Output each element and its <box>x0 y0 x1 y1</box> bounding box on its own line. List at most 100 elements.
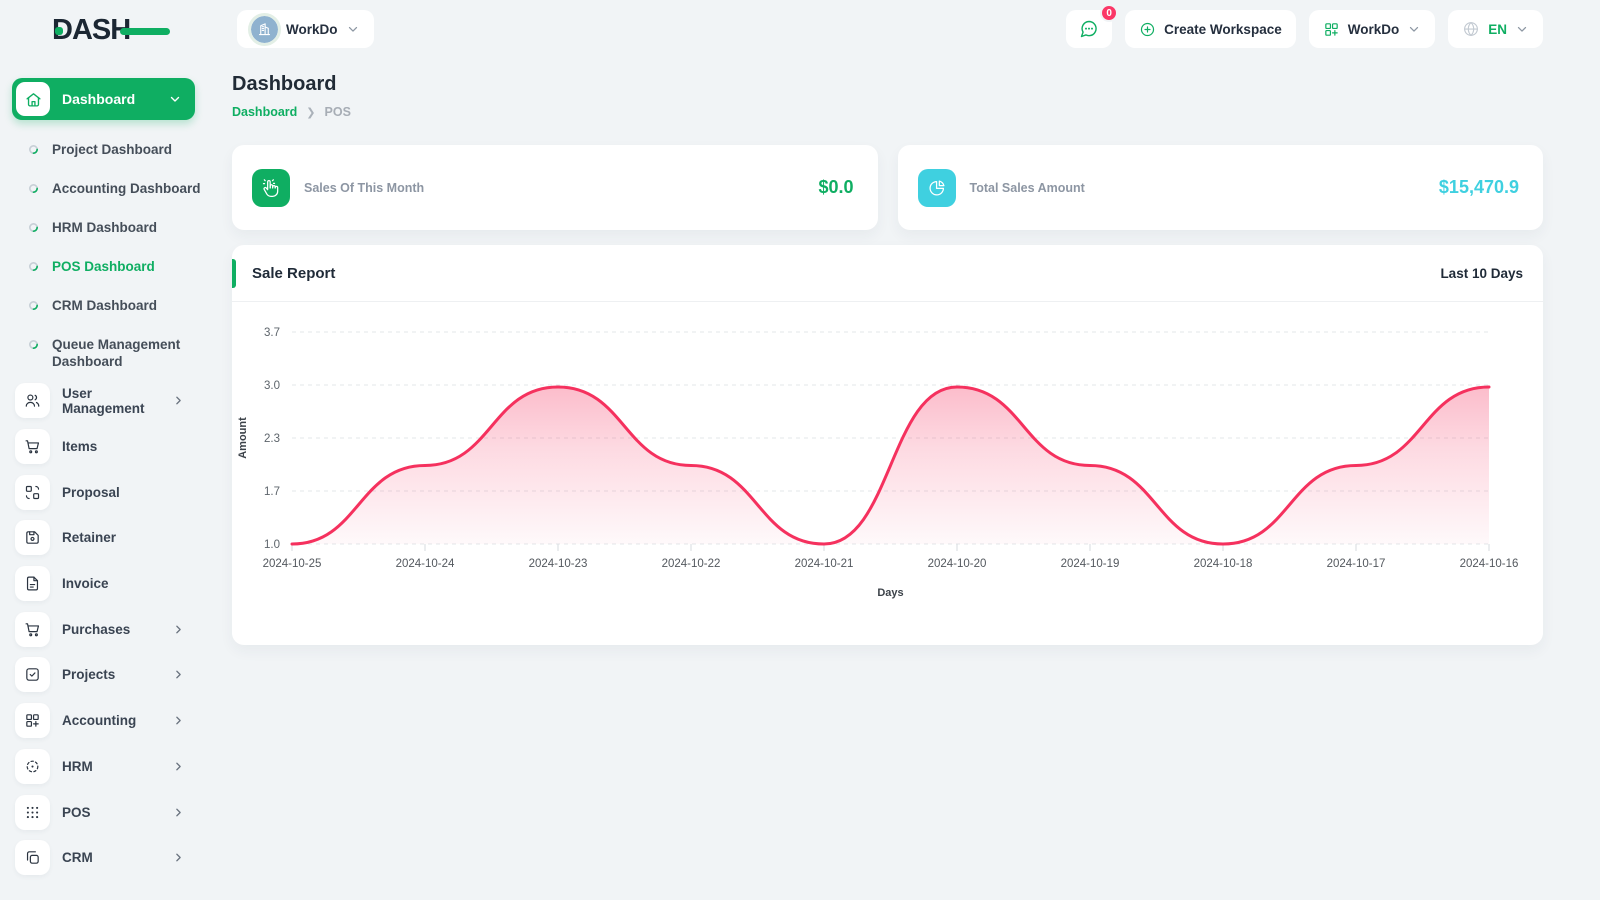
chevron-right-icon <box>176 625 181 634</box>
svg-text:3.7: 3.7 <box>264 327 280 339</box>
sidebar-item-hrm[interactable]: HRM <box>0 744 218 790</box>
sale-report-card: Sale Report Last 10 Days 1.0 1.7 2.3 3.0 3.7… <box>232 245 1543 645</box>
sidebar-subitem-pos-dashboard[interactable]: POS Dashboard <box>0 247 218 286</box>
sidebar-subitem-project-dashboard[interactable]: Project Dashboard <box>0 130 218 169</box>
topbar-actions: 0 Create Workspace WorkDo EN <box>1066 4 1543 48</box>
subitem-label: HRM Dashboard <box>52 220 158 235</box>
svg-text:1.7: 1.7 <box>264 486 280 498</box>
sidebar-subitem-crm-dashboard[interactable]: CRM Dashboard <box>0 286 218 325</box>
menu-item-label: CRM <box>62 850 93 866</box>
svg-text:2024-10-18: 2024-10-18 <box>1194 558 1253 570</box>
sidebar-item-dashboard-active[interactable]: Dashboard <box>12 78 195 120</box>
logo-green-dot <box>55 27 63 35</box>
menu-item-label: Invoice <box>62 576 109 592</box>
sale-report-range: Last 10 Days <box>1440 265 1523 281</box>
chat-icon <box>1080 20 1097 38</box>
bullet-icon <box>29 184 38 193</box>
app-switcher-label: WorkDo <box>1347 21 1400 37</box>
breadcrumb-dashboard-link[interactable]: Dashboard <box>232 105 298 119</box>
svg-text:1.0: 1.0 <box>264 539 280 551</box>
stats-row: Sales Of This Month $0.0 Total Sales Amo… <box>232 145 1543 230</box>
transform-icon <box>15 474 50 510</box>
menu-item-label: Proposal <box>62 484 120 500</box>
breadcrumb: Dashboard ❯ POS <box>232 105 1543 119</box>
sidebar-item-invoice[interactable]: Invoice <box>0 561 218 607</box>
svg-text:2024-10-21: 2024-10-21 <box>795 558 854 570</box>
bullet-icon <box>29 262 38 271</box>
sidebar-item-pos[interactable]: POS <box>0 789 218 835</box>
sidebar-menu: User Management Items Proposal Retainer Invo… <box>0 378 218 881</box>
svg-text:2024-10-16: 2024-10-16 <box>1460 558 1519 570</box>
sidebar-item-projects[interactable]: Projects <box>0 652 218 698</box>
sidebar-item-proposal[interactable]: Proposal <box>0 469 218 515</box>
file-icon <box>15 566 50 602</box>
sidebar-item-user-management[interactable]: User Management <box>0 378 218 424</box>
users-icon <box>15 383 50 419</box>
app-switcher-button[interactable]: WorkDo <box>1308 10 1436 48</box>
workspace-selector[interactable]: WorkDo <box>237 10 374 48</box>
chevron-down-icon <box>1410 26 1419 32</box>
menu-item-label: Purchases <box>62 621 131 637</box>
cart-icon <box>15 429 50 465</box>
svg-text:Days: Days <box>877 587 903 599</box>
sidebar-item-items[interactable]: Items <box>0 424 218 470</box>
breadcrumb-current: POS <box>324 105 351 119</box>
sidebar-item-crm[interactable]: CRM <box>0 835 218 881</box>
plus-circle-icon <box>1141 22 1155 36</box>
svg-text:2024-10-17: 2024-10-17 <box>1327 558 1386 570</box>
messages-button[interactable]: 0 <box>1066 4 1119 48</box>
logo-green-dash <box>120 28 170 35</box>
breadcrumb-separator: ❯ <box>306 106 316 119</box>
app-logo[interactable]: DASH <box>52 14 170 48</box>
language-label: EN <box>1488 21 1507 37</box>
language-selector[interactable]: EN <box>1448 10 1543 48</box>
create-workspace-button[interactable]: Create Workspace <box>1125 10 1296 48</box>
menu-item-label: HRM <box>62 758 93 774</box>
sidebar-item-retainer[interactable]: Retainer <box>0 515 218 561</box>
svg-text:Amount: Amount <box>237 417 249 459</box>
sale-report-header: Sale Report Last 10 Days <box>232 245 1543 302</box>
sidebar-item-purchases[interactable]: Purchases <box>0 606 218 652</box>
stat-card-total-sales-amount: Total Sales Amount $15,470.9 <box>897 145 1543 230</box>
sale-report-chart: 1.0 1.7 2.3 3.0 3.7 2024-10-25 2024-10-24 2024-… <box>232 315 1543 615</box>
chevron-right-icon <box>176 808 181 816</box>
menu-item-label: User Management <box>62 385 145 416</box>
dots-grid-icon <box>15 794 50 830</box>
stat-value: $15,470.9 <box>1438 177 1519 197</box>
chevron-right-icon <box>176 762 181 771</box>
active-item-label: Dashboard <box>62 91 136 107</box>
topbar: DASH WorkDo 0 Create Workspace WorkDo EN <box>0 0 1600 58</box>
sidebar-item-accounting[interactable]: Accounting <box>0 698 218 744</box>
home-icon <box>25 92 41 107</box>
messages-badge: 0 <box>1100 4 1119 22</box>
menu-item-label: Projects <box>62 667 116 683</box>
create-workspace-label: Create Workspace <box>1164 21 1282 37</box>
grid-plus-icon <box>15 703 50 739</box>
copy-icon <box>15 840 50 876</box>
subitem-label: Accounting Dashboard <box>52 181 201 196</box>
svg-text:2.3: 2.3 <box>264 433 280 445</box>
chevron-right-icon <box>176 671 181 679</box>
stat-label: Total Sales Amount <box>969 180 1085 195</box>
chevron-right-icon <box>176 716 181 725</box>
target-dots-icon <box>15 748 50 784</box>
sidebar-subitem-accounting-dashboard[interactable]: Accounting Dashboard <box>0 169 218 208</box>
svg-text:3.0: 3.0 <box>264 380 280 392</box>
bullet-icon <box>29 223 38 232</box>
logo-text: DASH <box>52 14 131 46</box>
chevron-right-icon <box>176 396 181 405</box>
page-title: Dashboard <box>232 73 337 95</box>
stat-label: Sales Of This Month <box>304 180 425 195</box>
bullet-icon <box>29 145 38 154</box>
check-square-icon <box>15 657 50 693</box>
floppy-icon <box>15 520 50 556</box>
header-accent-bar <box>232 259 236 288</box>
sidebar-subitem-queue-management-dashboard[interactable]: Queue Management Dashboard <box>0 325 218 381</box>
subitem-label: Project Dashboard <box>52 142 173 157</box>
chevron-down-icon <box>170 96 180 102</box>
workspace-name: WorkDo <box>286 21 338 37</box>
cart-icon <box>15 611 50 647</box>
chevron-right-icon <box>176 853 181 862</box>
pie-chart-icon <box>917 168 956 207</box>
sidebar-subitem-hrm-dashboard[interactable]: HRM Dashboard <box>0 208 218 247</box>
